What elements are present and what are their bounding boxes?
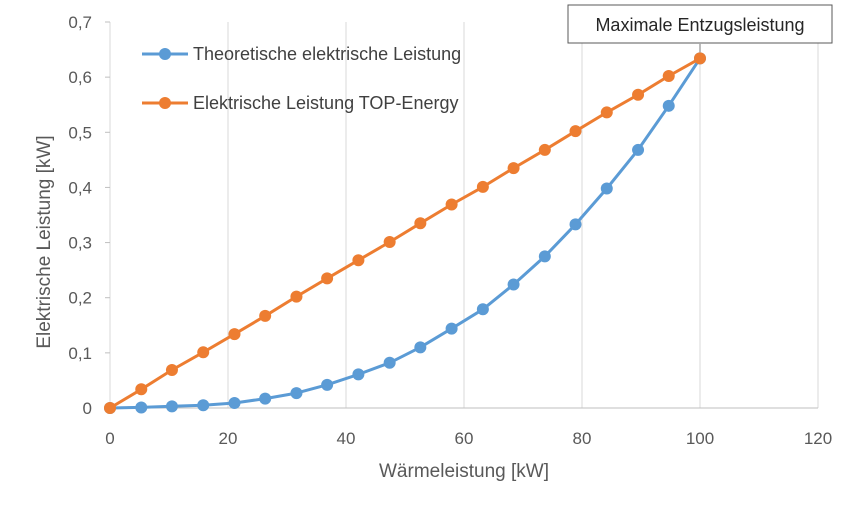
data-point (694, 52, 706, 65)
data-point (600, 106, 613, 119)
data-point (135, 383, 148, 396)
data-point (321, 272, 334, 285)
x-tick-label: 120 (804, 429, 832, 448)
data-point (135, 401, 148, 414)
data-point (352, 254, 365, 267)
data-point (104, 402, 116, 414)
data-point (632, 88, 645, 101)
legend-swatch-marker (159, 48, 171, 60)
grid-lines (109, 22, 819, 408)
x-tick-label: 100 (686, 429, 714, 448)
legend-label: Elektrische Leistung TOP-Energy (193, 93, 458, 113)
legend-item: Elektrische Leistung TOP-Energy (142, 93, 458, 113)
data-point (290, 290, 303, 303)
annotation-frame (567, 4, 833, 44)
y-tick-label: 0,1 (68, 344, 92, 363)
y-tick-label: 0,7 (68, 13, 92, 32)
data-point (165, 363, 178, 376)
y-axis-title: Elektrische Leistung [kW] (34, 135, 55, 348)
data-point (383, 236, 396, 249)
data-point (165, 400, 178, 413)
data-point (507, 162, 520, 175)
legend-label: Theoretische elektrische Leistung (193, 44, 461, 64)
annotation-box: Maximale Entzugsleistung (567, 4, 833, 53)
data-point (538, 250, 551, 263)
data-point (259, 309, 272, 322)
data-point (197, 346, 210, 359)
annotation-text: Maximale Entzugsleistung (595, 15, 804, 35)
legend-item: Theoretische elektrische Leistung (142, 44, 461, 64)
data-point (197, 399, 210, 412)
data-point (476, 180, 489, 193)
series-line (108, 56, 702, 410)
legend-swatch-marker (159, 97, 171, 109)
y-tick-label: 0 (83, 399, 92, 418)
y-tick-label: 0,5 (68, 123, 92, 142)
y-tick-labels: 0 0,1 0,2 0,3 0,4 0,5 0,6 0,7 (68, 13, 92, 418)
x-axis-title: Wärmeleistung [kW] (379, 461, 549, 482)
data-point (632, 143, 645, 156)
data-point (569, 218, 582, 231)
data-point (414, 341, 427, 354)
data-point (414, 217, 427, 230)
series-2 (104, 52, 706, 414)
data-point (290, 387, 303, 400)
x-tick-label: 40 (337, 429, 356, 448)
data-point (445, 198, 458, 211)
y-tick-label: 0,6 (68, 68, 92, 87)
y-tick-label: 0,4 (68, 178, 92, 197)
data-point (383, 356, 396, 369)
axes (105, 21, 818, 409)
series-1 (104, 52, 706, 414)
x-tick-label: 0 (105, 429, 114, 448)
x-tick-label: 20 (219, 429, 238, 448)
data-point (228, 328, 241, 341)
data-point (476, 303, 489, 316)
x-tick-label: 80 (573, 429, 592, 448)
data-point (662, 70, 675, 83)
data-point (445, 322, 458, 335)
x-tick-labels: 0 20 40 60 80 100 120 (105, 429, 832, 448)
data-point (259, 392, 272, 405)
data-point (600, 182, 613, 195)
data-point (507, 278, 520, 291)
data-point (569, 125, 582, 138)
data-point (228, 397, 241, 410)
y-tick-label: 0,2 (68, 289, 92, 308)
data-point (352, 368, 365, 381)
series-group (104, 52, 706, 414)
data-point (321, 378, 334, 391)
data-point (662, 99, 675, 112)
x-tick-label: 60 (455, 429, 474, 448)
legend: Theoretische elektrische Leistung Elektri… (142, 44, 461, 113)
y-tick-label: 0,3 (68, 234, 92, 253)
data-point (538, 143, 551, 156)
